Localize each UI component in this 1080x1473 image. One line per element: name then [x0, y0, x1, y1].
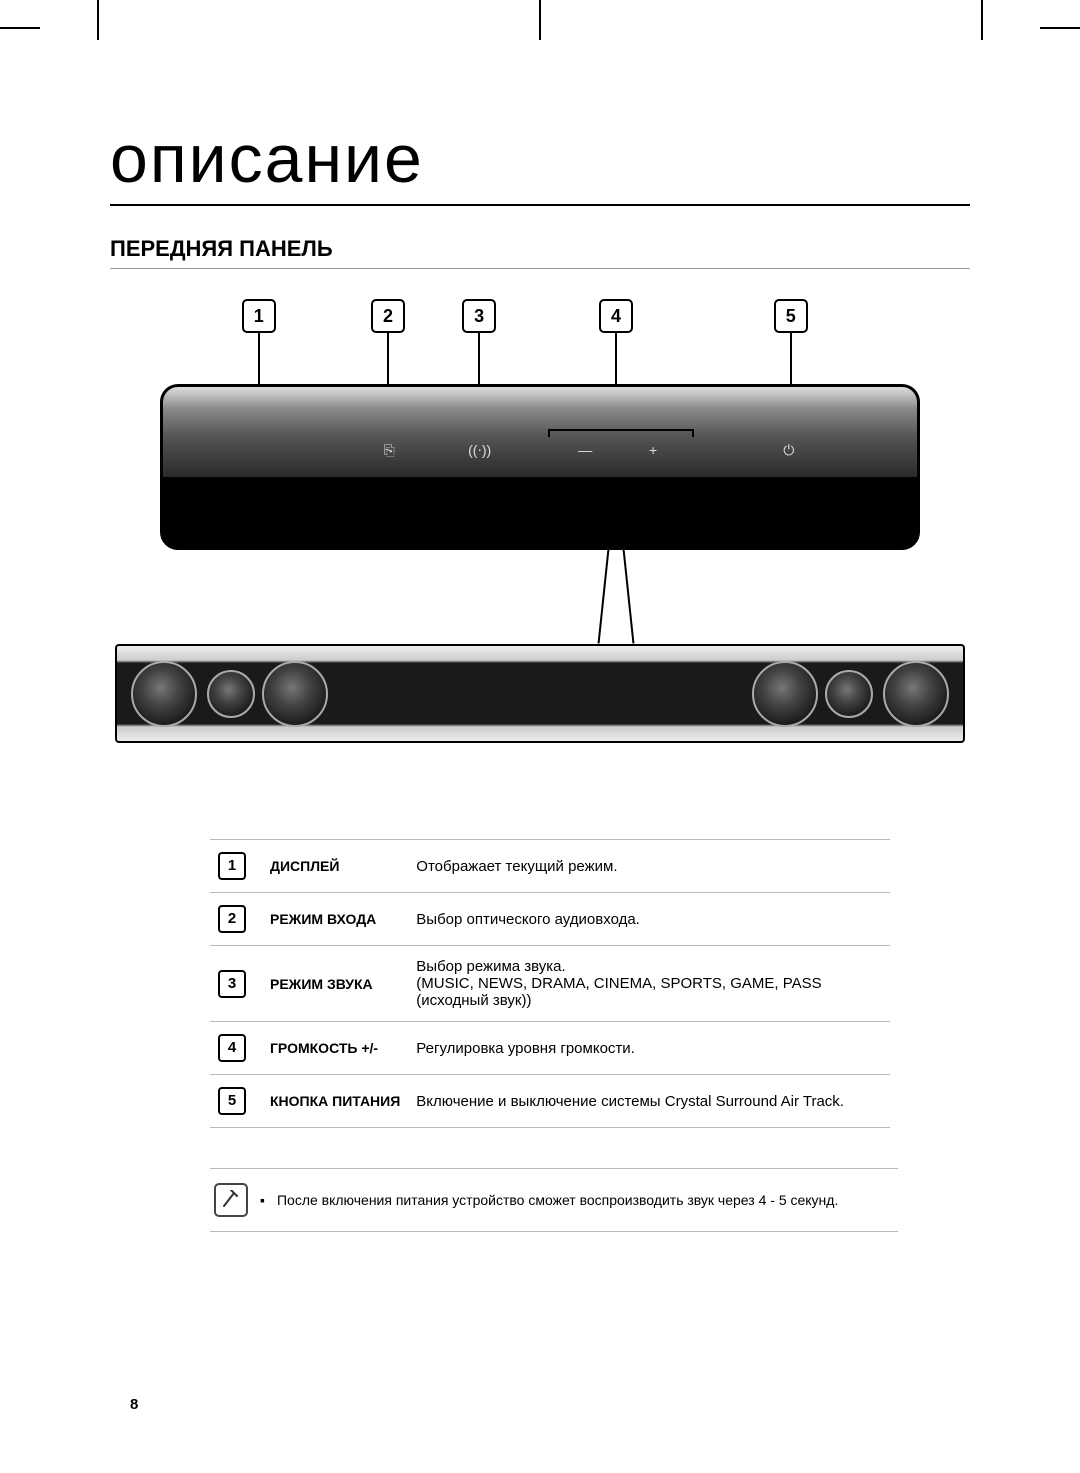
callout-box: 2 — [371, 299, 405, 333]
panel-control-icon: ⏻ — [783, 442, 794, 459]
panel-control-icon: ((⋅)) — [468, 442, 491, 459]
panel-icons: ⎘ ((⋅)) — + ⏻ — [163, 442, 917, 472]
row-name: КНОПКА ПИТАНИЯ — [262, 1075, 408, 1128]
row-desc: Отображает текущий режим. — [408, 840, 890, 893]
panel-control-icon: — — [578, 442, 592, 458]
callout-box: 3 — [462, 299, 496, 333]
table-row: 5 КНОПКА ПИТАНИЯВключение и выключение си… — [210, 1075, 890, 1128]
row-number: 4 — [218, 1034, 246, 1062]
row-number: 1 — [218, 852, 246, 880]
callout-box: 5 — [774, 299, 808, 333]
row-name: РЕЖИМ ЗВУКА — [262, 946, 408, 1022]
callout-row: 1 2 3 4 5 — [160, 299, 920, 339]
row-name: ДИСПЛЕЙ — [262, 840, 408, 893]
speaker-driver — [883, 661, 949, 727]
row-number: 3 — [218, 970, 246, 998]
row-desc: Выбор оптического аудиовхода. — [408, 893, 890, 946]
speaker-driver — [262, 661, 328, 727]
crop-mark — [1040, 27, 1080, 29]
note-row: ▪ После включения питания устройство смо… — [210, 1168, 898, 1232]
panel-control-icon: + — [649, 442, 657, 458]
callout-box: 4 — [599, 299, 633, 333]
page-number: 8 — [130, 1396, 138, 1413]
panel-control-icon: ⎘ — [384, 442, 395, 459]
row-number: 2 — [218, 905, 246, 933]
row-name: РЕЖИМ ВХОДА — [262, 893, 408, 946]
speaker-driver — [825, 670, 873, 718]
section-subtitle: ПЕРЕДНЯЯ ПАНЕЛЬ — [110, 236, 970, 269]
soundbar-front-view — [115, 644, 965, 743]
row-desc: Регулировка уровня громкости. — [408, 1022, 890, 1075]
crop-mark — [539, 0, 541, 40]
crop-mark — [981, 0, 983, 40]
description-table: 1 ДИСПЛЕЙОтображает текущий режим. 2 РЕЖИМ … — [210, 839, 890, 1128]
row-name: ГРОМКОСТЬ +/- — [262, 1022, 408, 1075]
crop-mark — [0, 27, 40, 29]
page-title: описание — [110, 120, 970, 206]
front-panel-diagram: 1 2 3 4 5 ⎘ ((⋅)) — + ⏻ — [160, 299, 920, 779]
note-icon — [214, 1183, 248, 1217]
note-text: После включения питания устройство сможе… — [277, 1192, 838, 1208]
speaker-driver — [131, 661, 197, 727]
table-row: 4 ГРОМКОСТЬ +/-Регулировка уровня громкос… — [210, 1022, 890, 1075]
crop-mark — [97, 0, 99, 40]
callout-box: 1 — [242, 299, 276, 333]
speaker-driver — [752, 661, 818, 727]
speaker-driver — [207, 670, 255, 718]
table-row: 3 РЕЖИМ ЗВУКАВыбор режима звука.(MUSIC, N… — [210, 946, 890, 1022]
table-row: 1 ДИСПЛЕЙОтображает текущий режим. — [210, 840, 890, 893]
row-desc: Выбор режима звука.(MUSIC, NEWS, DRAMA, … — [408, 946, 890, 1022]
panel-top-view: ⎘ ((⋅)) — + ⏻ — [160, 384, 920, 550]
table-row: 2 РЕЖИМ ВХОДАВыбор оптического аудиовхода… — [210, 893, 890, 946]
note-bullet: ▪ — [260, 1192, 265, 1208]
manual-page: описание ПЕРЕДНЯЯ ПАНЕЛЬ 1 2 3 4 5 ⎘ ((⋅)) — + ⏻… — [0, 0, 1080, 1473]
row-desc: Включение и выключение системы Crystal S… — [408, 1075, 890, 1128]
row-number: 5 — [218, 1087, 246, 1115]
